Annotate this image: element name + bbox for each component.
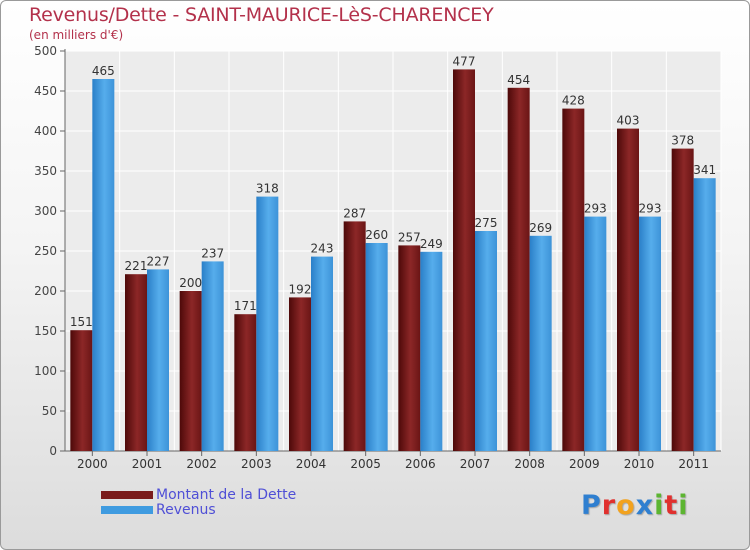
- proxiti-logo: Proxiti: [581, 490, 689, 521]
- value-label-dette-2007: 477: [453, 54, 476, 68]
- chart-subtitle: (en milliers d'€): [29, 28, 124, 42]
- legend-swatch-dette: [101, 491, 153, 499]
- bar-revenus-2010: [639, 216, 661, 451]
- value-label-revenus-2009: 293: [584, 202, 607, 216]
- x-tick-label-2005: 2005: [350, 457, 381, 471]
- value-label-revenus-2011: 341: [693, 163, 716, 177]
- value-label-dette-2001: 221: [125, 259, 148, 273]
- value-label-revenus-2007: 275: [475, 216, 498, 230]
- bar-dette-2011: [671, 148, 694, 451]
- y-tick-label-400: 400: [34, 124, 57, 138]
- bar-revenus-2005: [365, 243, 388, 451]
- bar-revenus-2011: [693, 178, 716, 451]
- value-label-revenus-2004: 243: [311, 242, 334, 256]
- value-label-dette-2005: 287: [343, 206, 366, 220]
- bar-dette-2005: [343, 221, 366, 451]
- y-tick-label-250: 250: [34, 244, 57, 258]
- value-label-dette-2002: 200: [179, 276, 202, 290]
- logo-letter-6: i: [678, 490, 689, 521]
- x-tick-label-2004: 2004: [296, 457, 327, 471]
- bar-revenus-2003: [256, 196, 279, 451]
- value-label-dette-2000: 151: [70, 315, 93, 329]
- bar-dette-2006: [398, 245, 421, 451]
- bar-revenus-2004: [311, 256, 333, 451]
- y-tick-label-350: 350: [34, 164, 57, 178]
- value-label-dette-2009: 428: [562, 94, 585, 108]
- value-label-revenus-2005: 260: [365, 228, 388, 242]
- bar-dette-2010: [617, 128, 639, 451]
- y-tick-label-300: 300: [34, 204, 57, 218]
- value-label-revenus-2010: 293: [639, 202, 662, 216]
- x-tick-label-2002: 2002: [186, 457, 217, 471]
- bar-revenus-2009: [584, 216, 607, 451]
- bar-revenus-2007: [475, 231, 497, 451]
- bar-revenus-2000: [92, 79, 115, 451]
- value-label-dette-2010: 403: [617, 114, 640, 128]
- x-tick-label-2011: 2011: [678, 457, 709, 471]
- legend-label-dette: Montant de la Dette: [156, 487, 297, 503]
- y-tick-label-0: 0: [49, 444, 57, 458]
- chart-title: Revenus/Dette - SAINT-MAURICE-LèS-CHAREN…: [29, 4, 494, 26]
- bar-dette-2004: [289, 297, 311, 451]
- x-tick-label-2007: 2007: [460, 457, 491, 471]
- logo-letter-5: t: [664, 490, 679, 521]
- value-label-dette-2003: 171: [234, 299, 257, 313]
- bar-dette-2001: [125, 274, 147, 451]
- logo-letter-2: o: [616, 490, 636, 521]
- logo-letter-4: i: [654, 490, 665, 521]
- y-tick-label-450: 450: [34, 84, 57, 98]
- y-tick-label-50: 50: [42, 404, 57, 418]
- x-tick-label-2006: 2006: [405, 457, 436, 471]
- bar-revenus-2006: [420, 251, 443, 451]
- bar-dette-2000: [70, 330, 93, 451]
- value-label-revenus-2003: 318: [256, 182, 279, 196]
- x-tick-label-2009: 2009: [569, 457, 600, 471]
- y-tick-label-200: 200: [34, 284, 57, 298]
- bar-dette-2007: [453, 69, 475, 452]
- value-label-revenus-2001: 227: [147, 254, 170, 268]
- bar-dette-2002: [179, 291, 202, 451]
- logo-letter-3: x: [635, 490, 655, 521]
- x-tick-label-2008: 2008: [514, 457, 545, 471]
- logo-letter-0: P: [581, 490, 602, 521]
- bar-dette-2003: [234, 314, 257, 451]
- value-label-revenus-2000: 465: [92, 64, 115, 78]
- value-label-revenus-2002: 237: [201, 246, 224, 260]
- value-label-revenus-2008: 269: [529, 221, 552, 235]
- x-tick-label-2010: 2010: [624, 457, 655, 471]
- x-tick-label-2000: 2000: [77, 457, 108, 471]
- bar-dette-2008: [507, 87, 530, 452]
- value-label-dette-2004: 192: [289, 282, 312, 296]
- bar-dette-2009: [562, 108, 585, 451]
- y-tick-label-100: 100: [34, 364, 57, 378]
- bar-revenus-2008: [529, 235, 552, 451]
- legend-label-revenus: Revenus: [156, 502, 216, 518]
- y-tick-label-150: 150: [34, 324, 57, 338]
- value-label-dette-2008: 454: [507, 73, 530, 87]
- legend-swatch-revenus: [101, 506, 153, 514]
- logo-letter-1: r: [601, 490, 617, 521]
- bar-revenus-2001: [147, 269, 169, 451]
- value-label-dette-2006: 257: [398, 230, 421, 244]
- x-tick-label-2001: 2001: [132, 457, 163, 471]
- y-tick-label-500: 500: [34, 44, 57, 58]
- value-label-revenus-2006: 249: [420, 237, 443, 251]
- x-tick-label-2003: 2003: [241, 457, 272, 471]
- bar-revenus-2002: [201, 261, 224, 451]
- value-label-dette-2011: 378: [671, 134, 694, 148]
